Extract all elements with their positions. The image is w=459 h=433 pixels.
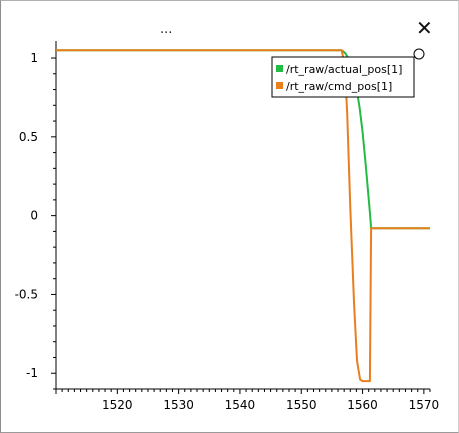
series-line-1 (56, 49, 430, 383)
x-tick-label: 1520 (102, 398, 133, 412)
series-line-0 (56, 49, 430, 230)
x-tick-label: 1550 (286, 398, 317, 412)
x-tick-label: 1530 (163, 398, 194, 412)
resize-handle[interactable] (413, 48, 425, 60)
legend-box (271, 56, 415, 98)
legend-entry: /rt_raw/actual_pos[1] (286, 63, 402, 76)
y-tick-label: 0.5 (19, 130, 38, 144)
legend-swatch (276, 82, 283, 89)
close-icon[interactable]: ✕ (416, 16, 433, 40)
y-tick-label: 1 (30, 51, 38, 65)
y-tick-label: -0.5 (15, 287, 38, 301)
y-tick-label: -1 (26, 366, 38, 380)
y-tick-label: 0 (30, 209, 38, 223)
legend-swatch (276, 65, 283, 72)
x-tick-label: 1540 (225, 398, 256, 412)
plot-title: ... (160, 22, 173, 37)
x-tick-label: 1570 (409, 398, 440, 412)
legend-entry: /rt_raw/cmd_pos[1] (286, 80, 392, 93)
x-tick-label: 1560 (347, 398, 378, 412)
